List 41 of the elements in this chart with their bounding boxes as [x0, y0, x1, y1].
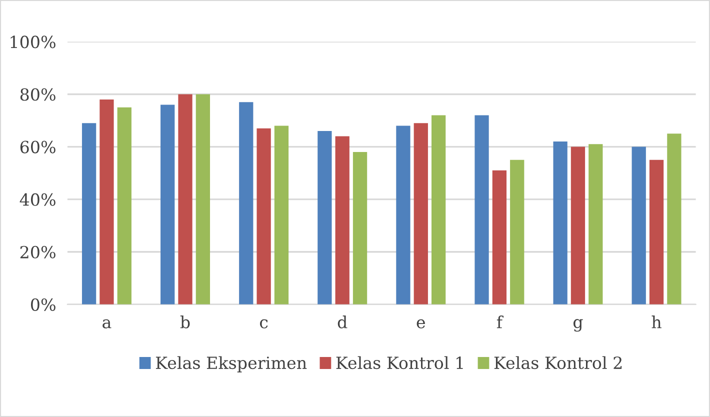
bar	[196, 94, 210, 304]
bar	[492, 170, 507, 304]
bar	[117, 107, 132, 304]
x-tick-label: c	[260, 319, 268, 328]
y-tick-label: 20%	[20, 246, 56, 258]
bar	[160, 104, 175, 304]
bar	[318, 131, 332, 304]
bar	[396, 126, 410, 304]
x-tick-label: b	[180, 316, 190, 328]
bar	[474, 115, 489, 304]
bar	[414, 123, 428, 304]
bar	[335, 136, 350, 304]
bar	[667, 134, 682, 304]
bar	[510, 160, 524, 304]
legend-label: Kelas Eksperimen	[156, 356, 307, 372]
x-tick-label: d	[338, 316, 348, 328]
y-tick-label: 40%	[20, 193, 56, 206]
bar	[570, 146, 586, 304]
bar	[274, 126, 289, 304]
bar	[352, 152, 368, 304]
x-tick-label: f	[496, 316, 504, 328]
y-tick-label: 0%	[31, 298, 56, 311]
x-tick-label: a	[102, 319, 112, 328]
bar	[100, 99, 114, 304]
x-tick-label: g	[573, 319, 583, 332]
y-tick-label: 60%	[20, 140, 56, 154]
y-tick-label: 100%	[10, 36, 56, 48]
y-tick-label: 80%	[20, 88, 56, 101]
bar	[553, 142, 568, 304]
legend-label: Kelas Kontrol 1	[336, 356, 463, 370]
bar	[588, 144, 603, 304]
bar	[239, 102, 254, 304]
x-tick-label: h	[652, 316, 662, 328]
bar	[256, 128, 271, 304]
bar	[649, 160, 664, 304]
legend-label: Kelas Kontrol 2	[494, 356, 622, 370]
bar	[82, 123, 96, 304]
bar	[178, 94, 192, 304]
x-tick-label: e	[416, 319, 425, 328]
bar	[432, 115, 446, 304]
bar	[632, 146, 646, 304]
